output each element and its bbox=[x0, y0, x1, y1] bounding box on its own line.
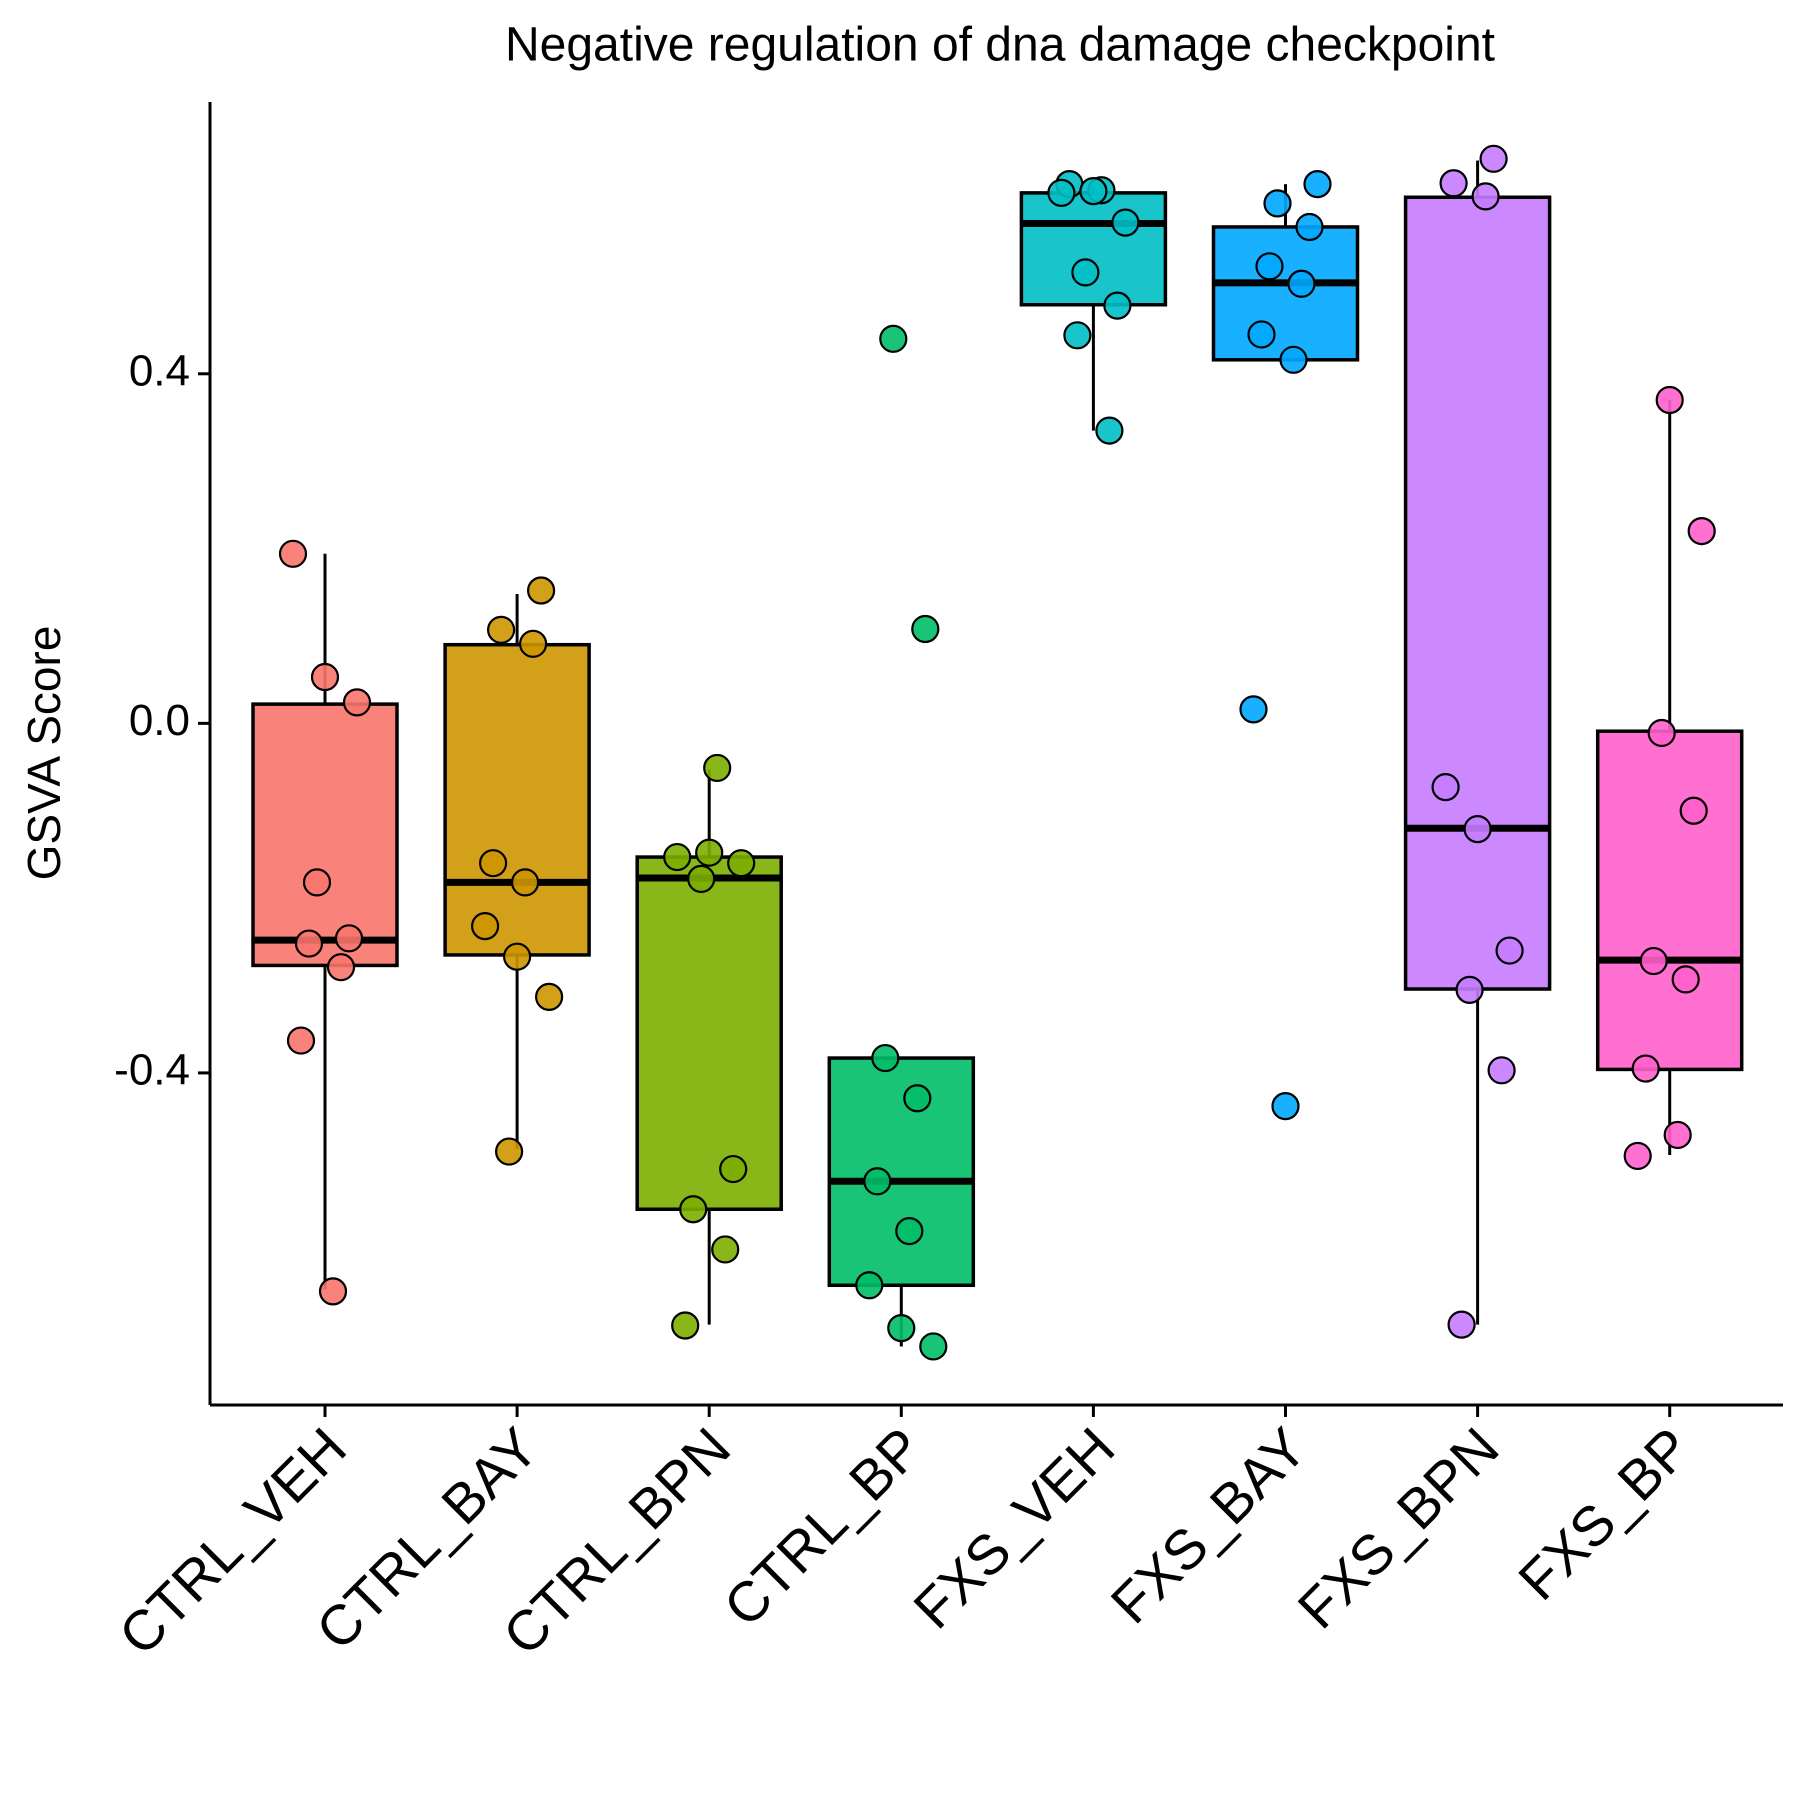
point bbox=[294, 929, 324, 958]
box bbox=[635, 855, 783, 1211]
point bbox=[1623, 1141, 1652, 1171]
point bbox=[1079, 177, 1108, 206]
point bbox=[1431, 773, 1460, 802]
point bbox=[871, 1043, 900, 1073]
point bbox=[1487, 1056, 1516, 1085]
point bbox=[502, 942, 532, 971]
point bbox=[334, 924, 364, 953]
point bbox=[695, 838, 724, 867]
point bbox=[1463, 814, 1492, 844]
y-axis-label: GSVA Score bbox=[18, 626, 70, 881]
point bbox=[1479, 144, 1508, 173]
point bbox=[719, 1154, 748, 1184]
point bbox=[1287, 269, 1316, 298]
point bbox=[703, 753, 732, 783]
point bbox=[471, 911, 500, 941]
point bbox=[1295, 212, 1324, 242]
point bbox=[526, 576, 556, 605]
box bbox=[1595, 729, 1744, 1072]
y-tick-label: -0.4 bbox=[114, 1046, 190, 1095]
point bbox=[534, 982, 564, 1011]
point bbox=[687, 864, 716, 894]
box bbox=[1211, 225, 1360, 362]
point bbox=[342, 688, 372, 717]
point bbox=[711, 1235, 740, 1264]
point bbox=[1255, 252, 1284, 281]
point bbox=[1095, 416, 1124, 445]
point bbox=[1239, 695, 1268, 724]
box bbox=[827, 1056, 976, 1288]
point bbox=[510, 868, 540, 897]
point bbox=[1063, 321, 1092, 350]
x-tick-label: FXS_BP bbox=[1506, 1415, 1702, 1611]
point bbox=[1071, 258, 1100, 287]
point bbox=[879, 324, 908, 353]
point bbox=[1303, 170, 1332, 199]
point bbox=[911, 614, 940, 644]
point bbox=[1447, 1310, 1476, 1339]
x-tick-label: FXS_BPN bbox=[1286, 1415, 1511, 1640]
point bbox=[919, 1332, 948, 1361]
point bbox=[1671, 965, 1700, 994]
point bbox=[1263, 189, 1292, 218]
box bbox=[1403, 195, 1552, 991]
point bbox=[903, 1084, 932, 1113]
point bbox=[310, 662, 340, 692]
point bbox=[1279, 345, 1308, 374]
x-tick-label: FXS_VEH bbox=[901, 1415, 1126, 1640]
point bbox=[1103, 291, 1132, 320]
point bbox=[278, 539, 308, 568]
point bbox=[302, 868, 332, 897]
point bbox=[479, 849, 508, 878]
point bbox=[1631, 1054, 1660, 1083]
point bbox=[895, 1216, 924, 1246]
point bbox=[1687, 516, 1716, 546]
point bbox=[855, 1271, 884, 1300]
x-tick-label: FXS_BAY bbox=[1099, 1415, 1319, 1635]
point bbox=[1271, 1092, 1300, 1121]
point bbox=[1111, 208, 1140, 237]
point bbox=[671, 1311, 700, 1340]
point bbox=[1647, 718, 1676, 748]
point bbox=[1247, 320, 1276, 349]
point bbox=[1439, 169, 1468, 198]
point bbox=[326, 953, 356, 982]
box bbox=[251, 702, 399, 968]
point bbox=[1655, 385, 1684, 415]
point bbox=[727, 849, 756, 878]
box bbox=[443, 642, 591, 957]
point bbox=[1679, 796, 1708, 825]
box bbox=[1019, 191, 1168, 307]
point bbox=[286, 1026, 316, 1055]
point bbox=[487, 615, 516, 644]
point bbox=[1455, 975, 1484, 1004]
chart-title: Negative regulation of dna damage checkp… bbox=[505, 19, 1495, 72]
point bbox=[1471, 182, 1500, 211]
point bbox=[318, 1277, 348, 1306]
point bbox=[1495, 936, 1524, 965]
point bbox=[518, 629, 548, 658]
y-tick-label: 0.0 bbox=[129, 696, 190, 745]
point bbox=[1047, 178, 1076, 207]
y-tick-label: 0.4 bbox=[129, 346, 190, 395]
x-tick-label: CTRL_BP bbox=[711, 1415, 934, 1638]
point bbox=[495, 1137, 524, 1166]
point bbox=[1663, 1120, 1692, 1150]
point bbox=[663, 842, 692, 872]
point bbox=[863, 1167, 892, 1196]
point bbox=[1639, 946, 1668, 976]
point bbox=[887, 1313, 916, 1343]
point bbox=[679, 1195, 708, 1224]
